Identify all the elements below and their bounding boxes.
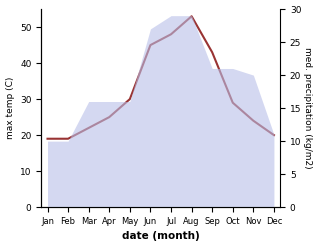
X-axis label: date (month): date (month) (122, 231, 200, 242)
Y-axis label: med. precipitation (kg/m2): med. precipitation (kg/m2) (303, 47, 313, 169)
Y-axis label: max temp (C): max temp (C) (5, 77, 15, 139)
